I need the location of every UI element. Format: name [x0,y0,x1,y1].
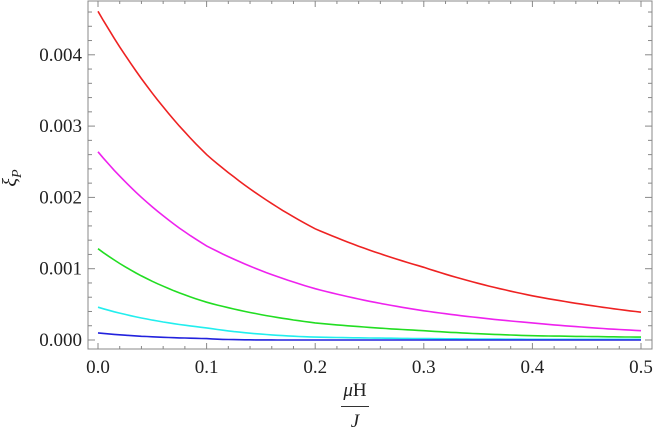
curve-blue [97,332,641,341]
x-tick-label: 0.2 [303,357,327,378]
y-tick-label: 0.003 [39,116,82,137]
x-tick-label: 0.1 [195,357,219,378]
x-tick-label: 0.4 [521,357,545,378]
curve-red [97,10,642,313]
x-tick-label: 0.5 [629,357,653,378]
curve-cyan [97,306,641,341]
y-axis-label: ξP [0,169,25,187]
y-tick-label: 0.000 [39,330,82,351]
plot-frame [87,0,653,350]
y-tick-label: 0.004 [39,45,82,66]
y-tick-label: 0.001 [39,259,82,280]
y-tick-label: 0.002 [39,187,82,208]
x-tick-label: 0.0 [86,357,110,378]
data-curves [97,10,642,341]
axis-ticks: 0.0 0.1 0.2 0.3 0.4 0.5 0.000 0.001 0.002 0.003 0.… [39,1,653,378]
curve-magenta [97,151,642,332]
x-tick-label: 0.3 [412,357,436,378]
curve-green [97,248,641,338]
x-axis-label: μH J [341,380,369,432]
